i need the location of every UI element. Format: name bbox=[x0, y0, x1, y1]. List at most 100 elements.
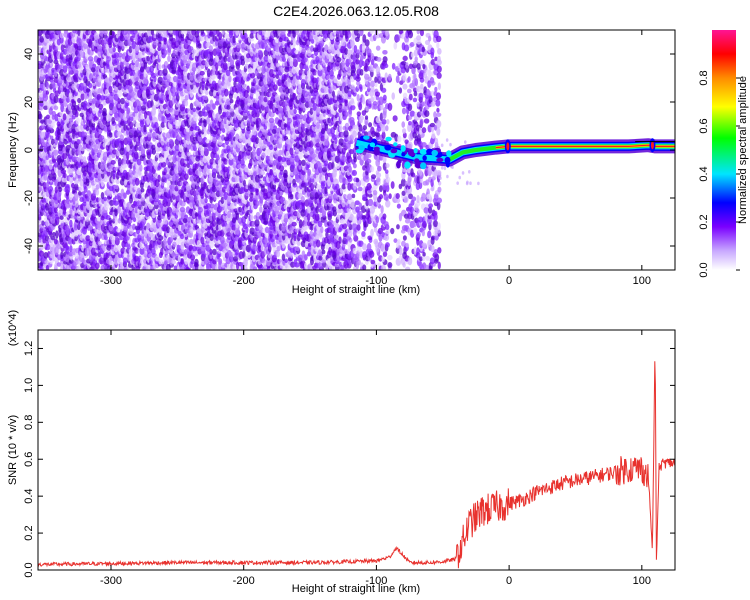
spectrogram-cell bbox=[212, 248, 217, 256]
spectrogram-cell bbox=[272, 77, 277, 83]
spectrogram-cell bbox=[302, 90, 309, 98]
spectrogram-cell bbox=[275, 205, 280, 214]
spectrogram-cell bbox=[260, 170, 266, 176]
spectrogram-cell bbox=[60, 103, 65, 113]
spectrogram-cell bbox=[79, 112, 85, 118]
spectrogram-cell bbox=[108, 217, 112, 224]
spectrogram-cell bbox=[68, 192, 73, 201]
spectrogram-cell bbox=[218, 31, 223, 41]
spectrogram-cell bbox=[213, 179, 220, 187]
spectrogram-cell bbox=[41, 220, 45, 226]
spectrogram-cell bbox=[146, 55, 151, 62]
spectrogram-cell bbox=[53, 95, 59, 104]
spectrogram-cell bbox=[39, 227, 44, 234]
spectrogram-cell bbox=[49, 43, 53, 53]
spectrogram-cell bbox=[179, 206, 186, 213]
spectrogram-cell bbox=[114, 184, 119, 190]
spectrogram-cell bbox=[139, 164, 143, 172]
spectrogram-cell bbox=[50, 121, 55, 129]
spectrogram-cell bbox=[74, 183, 79, 191]
spectrogram-cell bbox=[294, 66, 300, 72]
spectrogram-cell bbox=[197, 43, 202, 49]
figure-title: C2E4.2026.063.12.05.R08 bbox=[273, 3, 439, 19]
spectrogram-cell bbox=[87, 98, 94, 104]
spectrogram-cell bbox=[260, 232, 265, 238]
spectrogram-cell bbox=[53, 238, 58, 245]
spectrogram-cell bbox=[140, 188, 145, 193]
spectrogram-cell bbox=[45, 114, 51, 120]
spectrogram-cell bbox=[56, 262, 62, 267]
spectrogram-cell bbox=[120, 118, 125, 125]
spectrogram-cell bbox=[301, 180, 306, 187]
spectrogram-cell bbox=[151, 248, 156, 255]
spectrogram-cell bbox=[55, 230, 59, 239]
spectrogram-cell bbox=[45, 219, 50, 227]
spectrogram-cell bbox=[150, 72, 156, 79]
spectrogram-cell bbox=[74, 198, 79, 208]
spectrogram-cell bbox=[298, 114, 304, 120]
spectrogram-cell bbox=[300, 196, 305, 203]
spectrogram-cell bbox=[92, 240, 96, 248]
spectrogram-cell bbox=[205, 155, 211, 161]
spectrogram-cell bbox=[59, 32, 64, 39]
spectrogram-cell bbox=[211, 220, 217, 227]
spectrogram-cell bbox=[110, 159, 116, 165]
spectrogram-cell bbox=[77, 191, 82, 196]
spectrogram-cell bbox=[93, 32, 99, 40]
spectrogram-cell bbox=[175, 120, 179, 129]
spectrogram-cell bbox=[157, 174, 161, 183]
spectrogram-cell bbox=[45, 240, 50, 247]
spectrogram-cell bbox=[185, 183, 191, 191]
spectrogram-cell bbox=[51, 212, 56, 220]
spectrogram-cell bbox=[163, 49, 168, 56]
spectrogram-cell bbox=[83, 100, 88, 109]
spectrogram-cell bbox=[119, 69, 125, 77]
spectrogram-cell bbox=[259, 206, 263, 213]
spectrogram-cell bbox=[283, 169, 288, 177]
spectrogram-cell bbox=[94, 144, 99, 153]
spectrogram-cell bbox=[86, 196, 90, 202]
spectrogram-cell bbox=[197, 128, 201, 135]
spectrogram-cell bbox=[85, 64, 91, 70]
spectrogram-cell bbox=[119, 134, 124, 141]
spectrogram-cell bbox=[60, 251, 64, 260]
spectrogram-cell bbox=[81, 131, 88, 137]
spectrogram-cell bbox=[45, 74, 50, 79]
spectrogram-cell bbox=[68, 117, 74, 123]
spectrogram-cell bbox=[83, 43, 88, 50]
spectrogram-cell bbox=[79, 185, 85, 192]
spectrogram-cell bbox=[202, 111, 208, 117]
spectrogram-cell bbox=[108, 132, 113, 138]
spectrogram-cell bbox=[301, 159, 306, 167]
spectrogram-cell bbox=[56, 30, 62, 35]
spectrogram-cell bbox=[166, 73, 171, 80]
spectrogram-cell bbox=[83, 92, 88, 101]
spectrogram-cell bbox=[113, 200, 119, 206]
spectrogram-cell bbox=[199, 70, 205, 76]
spectrogram-cell bbox=[117, 157, 122, 167]
spectrogram-cell bbox=[112, 46, 116, 53]
spectrogram-cell bbox=[54, 246, 60, 256]
spectrogram-cell bbox=[293, 108, 297, 114]
spectrogram-cell bbox=[129, 121, 134, 130]
spectrogram-cell bbox=[77, 264, 81, 270]
spectrogram-cell bbox=[246, 85, 250, 93]
spectrogram-cell bbox=[70, 182, 75, 189]
spectrogram-cell bbox=[294, 262, 300, 268]
spectrogram-cell bbox=[50, 235, 56, 241]
spectrogram-cell bbox=[117, 52, 123, 58]
spectrogram-cell bbox=[51, 79, 55, 88]
spectrogram-cell bbox=[127, 85, 133, 94]
spectrogram-cell bbox=[44, 202, 50, 211]
spectrogram-cell bbox=[58, 97, 64, 104]
spectrogram-cell bbox=[45, 260, 50, 265]
spectrogram-cell bbox=[85, 235, 91, 242]
spectrogram-cell bbox=[128, 168, 133, 176]
spectrogram-cell bbox=[102, 107, 107, 115]
spectrogram-cell bbox=[168, 139, 174, 145]
spectrogram-cell bbox=[85, 217, 90, 222]
spectrogram-cell bbox=[53, 105, 59, 111]
spectrogram-cell bbox=[234, 175, 240, 183]
